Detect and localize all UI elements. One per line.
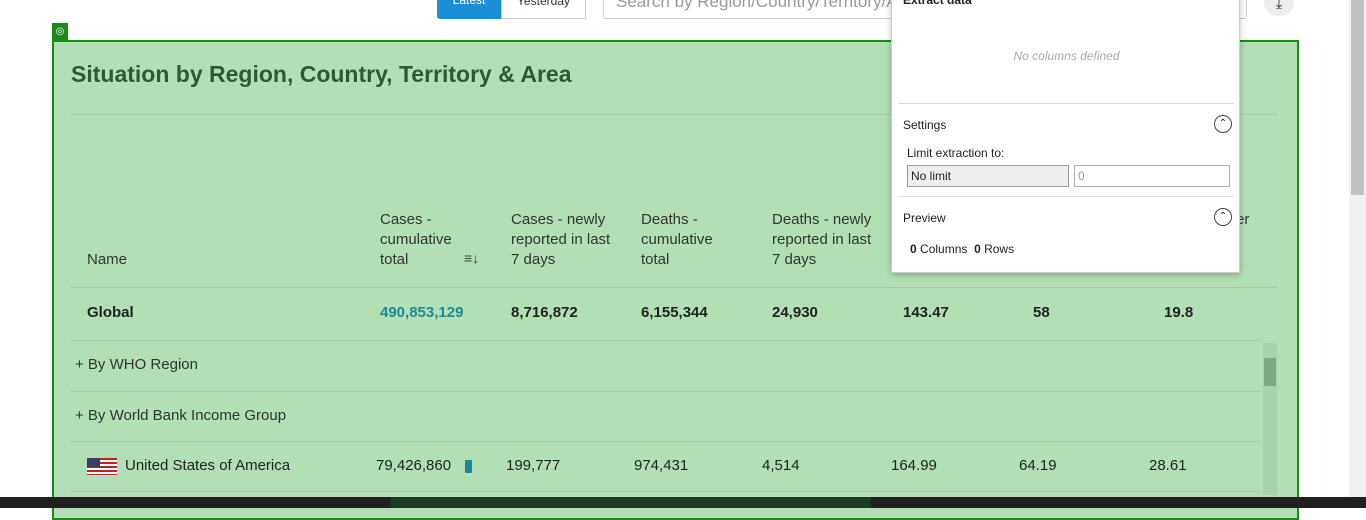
section-title: Preview — [903, 211, 946, 225]
select-marker: ◎ — [52, 23, 68, 40]
cell: 19.8 — [1164, 304, 1194, 321]
cell: 58 — [1033, 304, 1050, 321]
group-toggle[interactable]: + By World Bank Income Group — [75, 407, 287, 424]
cell: 8,716,872 — [511, 304, 578, 321]
divider — [898, 196, 1234, 197]
cell[interactable]: 490,853,129 — [380, 304, 464, 321]
panel-title: Extract data — [903, 0, 972, 7]
cell: 143.47 — [903, 304, 949, 321]
cell: 164.99 — [891, 457, 937, 474]
header: Cases - cumulative total — [380, 211, 452, 268]
download-icon[interactable]: ⤓ — [1264, 0, 1294, 16]
taskbar — [0, 497, 1366, 508]
divider — [898, 103, 1234, 104]
cell: 79,426,860 — [376, 457, 452, 474]
header: Deaths - newly reported in last 7 days — [772, 211, 872, 268]
table-title: Situation by Region, Country, Territory … — [71, 61, 572, 87]
divider — [71, 441, 1261, 442]
cell: 4,514 — [762, 457, 800, 474]
empty-text: No columns defined — [1013, 49, 1120, 63]
preview-stats: 0 Columns 0 Rows — [910, 242, 1014, 256]
cell: 24,930 — [772, 304, 818, 321]
cell: 199,777 — [506, 457, 561, 474]
collapse-button[interactable]: ⌃ — [1214, 115, 1232, 133]
flag — [87, 458, 117, 475]
cell: 28.61 — [1149, 457, 1187, 474]
header: Name — [87, 251, 128, 268]
count: 0 — [910, 242, 917, 256]
divider — [71, 491, 1261, 492]
cell: Global — [87, 304, 134, 321]
limit-number[interactable]: 0 — [1074, 165, 1230, 187]
header: Deaths - cumulative total — [641, 211, 713, 268]
label: Columns — [920, 242, 968, 256]
divider — [71, 391, 1261, 392]
limit-select[interactable]: No limit — [907, 165, 1069, 187]
yesterday-button[interactable]: Yesterday — [501, 0, 586, 19]
cell: 6,155,344 — [641, 304, 708, 321]
cell: 974,431 — [634, 457, 689, 474]
latest-button[interactable]: Latest — [437, 0, 501, 19]
count: 0 — [974, 242, 981, 256]
label: Rows — [984, 242, 1015, 256]
table-scrollbar[interactable] — [1263, 343, 1277, 495]
extract-panel: Extract data No columns defined Settings… — [891, 0, 1240, 273]
section-title: Settings — [903, 118, 947, 132]
divider — [71, 287, 1277, 288]
divider — [71, 340, 1261, 341]
header: Cases - newly reported in last 7 days — [511, 211, 611, 268]
group-toggle[interactable]: + By WHO Region — [75, 356, 198, 373]
page-scrollbar[interactable] — [1349, 0, 1366, 497]
sort-icon[interactable]: ≡↓ — [464, 250, 480, 266]
field-label: Limit extraction to: — [907, 146, 1005, 160]
cell: United States of America — [125, 457, 291, 474]
cell: 64.19 — [1019, 457, 1057, 474]
divider — [71, 114, 1277, 115]
collapse-button[interactable]: ⌃ — [1214, 208, 1232, 226]
bar-indicator — [465, 460, 472, 473]
